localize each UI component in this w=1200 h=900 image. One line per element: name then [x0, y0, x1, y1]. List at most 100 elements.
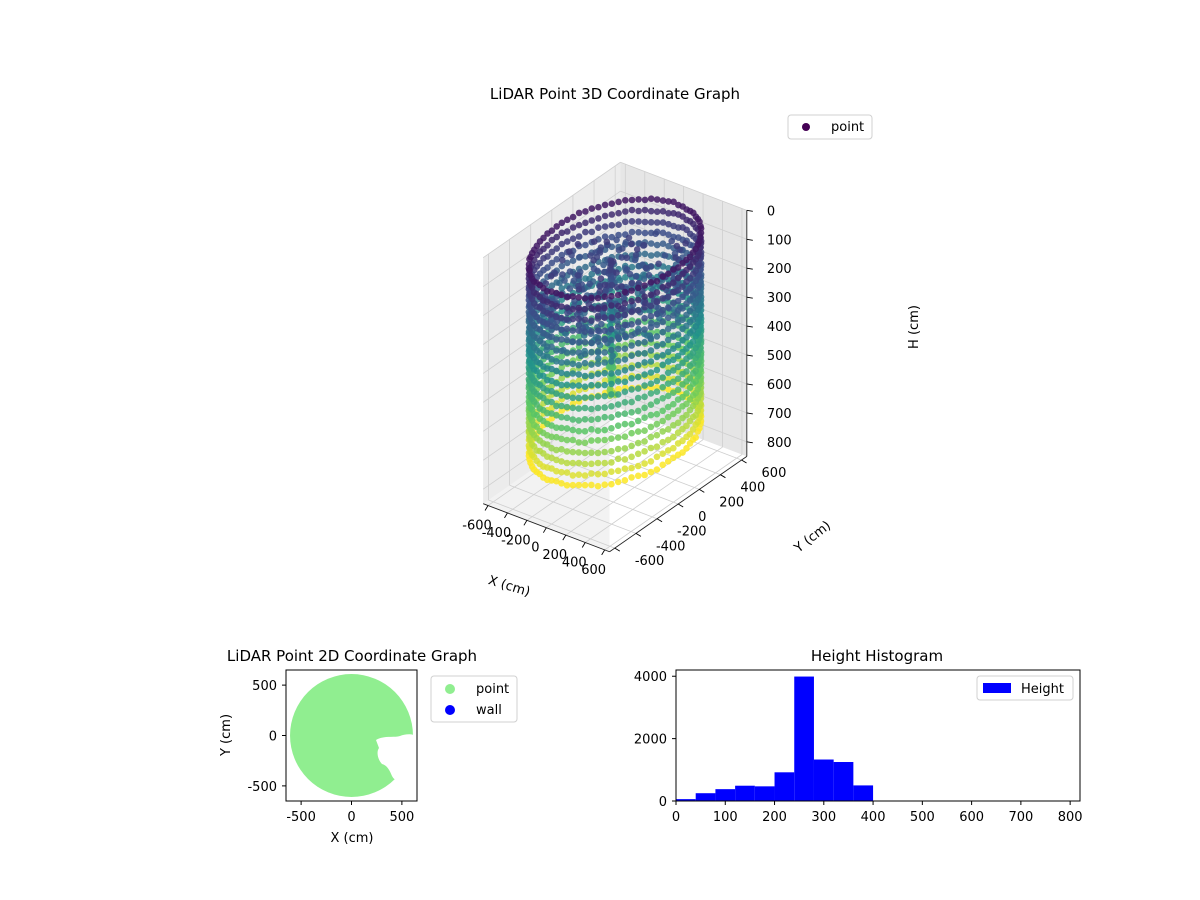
histogram-bar	[794, 676, 814, 801]
lidar-point	[615, 221, 622, 228]
lidar-point	[653, 310, 661, 318]
y-tick-3d	[720, 474, 726, 479]
lidar-point	[587, 252, 594, 259]
lidar-point	[641, 196, 649, 204]
lidar-point	[641, 315, 648, 322]
lidar-point	[632, 251, 640, 259]
lidar-point	[641, 326, 648, 333]
lidar-point	[553, 324, 560, 331]
lidar-point	[553, 313, 560, 321]
z-tick-3d	[746, 441, 753, 444]
lidar-point	[558, 381, 565, 389]
histogram-bar	[774, 772, 795, 801]
lidar-point	[665, 210, 672, 217]
lidar-point	[558, 364, 566, 371]
lidar-point	[595, 224, 602, 231]
lidar-point	[601, 392, 608, 400]
lidar-point	[664, 426, 672, 433]
lidar-point	[670, 378, 677, 386]
lidar-point	[659, 229, 667, 237]
chart-3d-title: LiDAR Point 3D Coordinate Graph	[490, 85, 740, 103]
lidar-point	[588, 305, 595, 312]
grid-y-floor	[488, 499, 615, 549]
legend-2d-marker-wall	[445, 705, 455, 715]
lidar-point	[647, 279, 655, 286]
z-tick-3d	[746, 296, 753, 299]
y-axis-label-2d: Y (cm)	[219, 714, 234, 757]
lidar-point	[601, 359, 608, 366]
lidar-point	[622, 218, 629, 226]
lidar-point	[601, 293, 608, 301]
lidar-point	[647, 302, 655, 310]
lidar-point	[588, 328, 595, 335]
lidar-point	[665, 242, 672, 250]
lidar-point	[558, 303, 565, 310]
z-tick-3d	[746, 354, 753, 357]
lidar-point	[679, 381, 686, 388]
lidar-point	[581, 428, 589, 435]
lidar-point	[608, 468, 615, 476]
lidar-point	[674, 352, 682, 360]
z-tick-label-3d: 0	[767, 204, 775, 219]
lidar-point	[664, 314, 672, 322]
lidar-point	[566, 285, 574, 292]
lidar-point	[664, 403, 672, 411]
histogram-x-tick-label: 200	[762, 810, 787, 825]
lidar-point	[679, 425, 686, 433]
lidar-point	[625, 234, 633, 242]
x-tick-3d	[542, 527, 547, 533]
lidar-point	[679, 325, 686, 333]
lidar-point	[558, 480, 565, 487]
lidar-point	[659, 340, 666, 348]
lidar-point	[653, 388, 661, 396]
lidar-point	[594, 382, 602, 389]
lidar-point	[581, 372, 589, 380]
lidar-point	[548, 433, 555, 441]
lidar-point	[679, 414, 686, 422]
lidar-point	[614, 357, 622, 365]
lidar-point	[659, 461, 666, 469]
lidar-point	[569, 404, 577, 412]
lidar-point	[615, 209, 622, 217]
lidar-point	[679, 260, 686, 267]
lidar-point	[594, 404, 602, 412]
lidar-point	[581, 472, 589, 479]
lidar-point	[563, 425, 571, 432]
lidar-point	[601, 459, 608, 467]
histogram-bar	[695, 793, 716, 801]
lidar-point	[647, 219, 655, 226]
lidar-point	[575, 339, 583, 346]
lidar-point	[581, 316, 589, 324]
histogram-bar	[754, 786, 775, 801]
lidar-point	[601, 369, 608, 377]
lidar-point	[670, 356, 677, 364]
histogram-bar	[833, 762, 854, 801]
lidar-point	[540, 254, 547, 262]
lidar-point	[614, 445, 622, 453]
lidar-point	[683, 445, 690, 452]
lidar-point	[674, 386, 682, 394]
lidar-point	[664, 392, 672, 400]
lidar-point	[628, 364, 635, 372]
lidar-point	[556, 279, 563, 287]
chart-3d-points	[525, 195, 705, 490]
histogram-legend-label: Height	[1021, 682, 1064, 697]
lidar-point	[563, 459, 571, 467]
lidar-point	[674, 274, 682, 282]
lidar-point	[601, 426, 608, 434]
lidar-point	[569, 213, 577, 221]
lidar-point	[683, 300, 690, 308]
x-tick-3d	[581, 542, 586, 548]
lidar-point	[622, 197, 629, 204]
lidar-point	[628, 429, 635, 437]
lidar-point	[558, 251, 566, 259]
lidar-point	[668, 237, 675, 245]
lidar-point	[634, 361, 642, 369]
lidar-point	[588, 317, 595, 325]
lidar-point	[653, 377, 661, 385]
lidar-point	[563, 325, 571, 333]
lidar-point	[664, 304, 672, 311]
lidar-point	[614, 391, 622, 398]
lidar-point	[601, 223, 609, 230]
lidar-point	[588, 205, 596, 212]
